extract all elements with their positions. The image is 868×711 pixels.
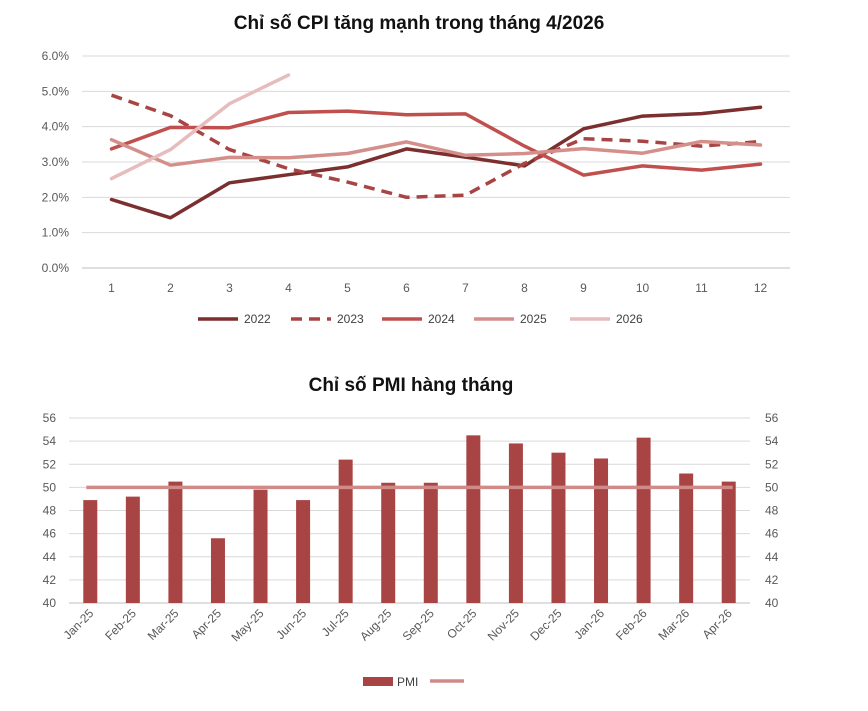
cpi-x-tick-label: 1: [108, 281, 115, 295]
pmi-y-tick-label-left: 42: [43, 573, 57, 587]
cpi-y-tick-label: 1.0%: [42, 226, 70, 240]
pmi-y-tick-label-left: 40: [43, 596, 57, 610]
cpi-legend-label: 2025: [520, 312, 547, 326]
cpi-legend: 2022 2023 2024 2025 2026: [198, 312, 643, 326]
pmi-bar: [636, 437, 651, 603]
pmi-y-axis-left: 40 42 44 46 48 50 52 54 56: [43, 411, 57, 610]
pmi-x-tick-label: Aug-25: [357, 606, 394, 643]
pmi-y-tick-label-right: 40: [765, 596, 779, 610]
pmi-bar: [679, 473, 694, 603]
pmi-x-tick-label: Jan-26: [571, 606, 607, 642]
cpi-x-tick-label: 10: [636, 281, 650, 295]
cpi-x-tick-label: 11: [695, 281, 708, 295]
cpi-x-tick-label: 6: [403, 281, 410, 295]
cpi-legend-label: 2023: [337, 312, 364, 326]
pmi-chart-title: Chỉ số PMI hàng tháng: [309, 375, 514, 396]
pmi-bar: [296, 500, 311, 603]
pmi-bar: [168, 481, 183, 603]
pmi-y-tick-label-left: 52: [43, 457, 57, 471]
pmi-y-tick-label-right: 48: [765, 504, 779, 518]
pmi-legend-swatch-bar: [363, 677, 393, 686]
pmi-x-tick-label: Sep-25: [400, 606, 437, 643]
cpi-legend-label: 2024: [428, 312, 455, 326]
pmi-x-tick-label: Nov-25: [485, 606, 522, 643]
pmi-x-axis: Jan-25 Feb-25 Mar-25 Apr-25 May-25 Jun-25 Jul-…: [61, 606, 736, 644]
pmi-x-tick-label: Jul-25: [319, 606, 352, 639]
pmi-y-tick-label-right: 54: [765, 434, 779, 448]
pmi-y-tick-label-right: 46: [765, 527, 779, 541]
cpi-x-tick-label: 2: [167, 281, 174, 295]
cpi-x-tick-label: 3: [226, 281, 233, 295]
pmi-x-tick-label: May-25: [228, 606, 266, 644]
cpi-y-tick-label: 4.0%: [42, 120, 70, 134]
cpi-x-tick-label: 5: [344, 281, 351, 295]
cpi-series-line-2025: [109, 137, 763, 167]
cpi-series-lines: [109, 73, 763, 220]
cpi-x-tick-label: 9: [580, 281, 587, 295]
pmi-y-tick-label-left: 50: [43, 480, 57, 494]
pmi-bar: [338, 459, 353, 603]
pmi-y-tick-label-right: 44: [765, 550, 779, 564]
cpi-series-line-2024: [109, 109, 763, 177]
pmi-legend: PMI: [363, 675, 464, 689]
pmi-bar: [594, 458, 609, 603]
cpi-y-tick-label: 5.0%: [42, 84, 70, 98]
cpi-chart-title: Chỉ số CPI tăng mạnh trong tháng 4/2026: [234, 13, 605, 34]
pmi-bar: [466, 435, 481, 603]
pmi-y-tick-label-right: 52: [765, 457, 779, 471]
pmi-bars: [83, 435, 736, 603]
pmi-bar: [423, 482, 438, 603]
pmi-x-tick-label: Feb-26: [613, 606, 650, 643]
pmi-legend-label: PMI: [397, 675, 418, 689]
cpi-x-tick-label: 8: [521, 281, 528, 295]
pmi-x-tick-label: Mar-25: [145, 606, 182, 643]
pmi-x-tick-label: Jun-25: [273, 606, 309, 642]
pmi-y-tick-label-left: 46: [43, 527, 57, 541]
cpi-legend-label: 2022: [244, 312, 271, 326]
pmi-x-tick-label: Apr-25: [189, 606, 225, 642]
cpi-y-tick-label: 3.0%: [42, 155, 70, 169]
cpi-x-axis: 1 2 3 4 5 6 7 8 9 10 11 12: [108, 281, 767, 295]
pmi-y-tick-label-right: 42: [765, 573, 779, 587]
pmi-y-tick-label-left: 48: [43, 504, 57, 518]
pmi-bar: [508, 443, 523, 603]
pmi-x-tick-label: Oct-25: [444, 606, 480, 642]
pmi-y-tick-label-left: 56: [43, 411, 57, 425]
pmi-bar: [210, 538, 225, 603]
pmi-y-tick-label-right: 56: [765, 411, 779, 425]
cpi-y-tick-label: 2.0%: [42, 190, 70, 204]
cpi-series-line-2026: [109, 73, 291, 181]
pmi-x-tick-label: Jan-25: [61, 606, 97, 642]
cpi-legend-label: 2026: [616, 312, 643, 326]
cpi-y-axis: 0.0% 1.0% 2.0% 3.0% 4.0% 5.0% 6.0%: [42, 49, 70, 275]
cpi-y-tick-label: 6.0%: [42, 49, 70, 63]
cpi-x-tick-label: 12: [754, 281, 768, 295]
cpi-y-tick-label: 0.0%: [42, 261, 70, 275]
pmi-chart: Chỉ số PMI hàng tháng 40 42 44 46 48 50 52 54 56…: [43, 375, 779, 689]
pmi-bar: [83, 500, 98, 603]
pmi-y-tick-label-right: 50: [765, 480, 779, 494]
cpi-series-line-2022: [109, 105, 763, 220]
pmi-bar: [125, 496, 140, 603]
cpi-x-tick-label: 7: [462, 281, 469, 295]
cpi-x-tick-label: 4: [285, 281, 292, 295]
pmi-y-tick-label-left: 44: [43, 550, 57, 564]
pmi-x-tick-label: Feb-25: [102, 606, 139, 643]
pmi-bar: [551, 452, 566, 603]
pmi-x-tick-label: Apr-26: [699, 606, 735, 642]
pmi-x-tick-label: Dec-25: [527, 606, 564, 643]
pmi-x-tick-label: Mar-26: [655, 606, 692, 643]
pmi-y-axis-right: 40 42 44 46 48 50 52 54 56: [765, 411, 779, 610]
pmi-bar: [253, 489, 268, 603]
cpi-chart: Chỉ số CPI tăng mạnh trong tháng 4/2026 …: [42, 13, 790, 326]
pmi-y-tick-label-left: 54: [43, 434, 57, 448]
pmi-bar: [381, 482, 396, 603]
pmi-bar: [721, 481, 736, 603]
cpi-series-line-2023: [110, 93, 761, 200]
